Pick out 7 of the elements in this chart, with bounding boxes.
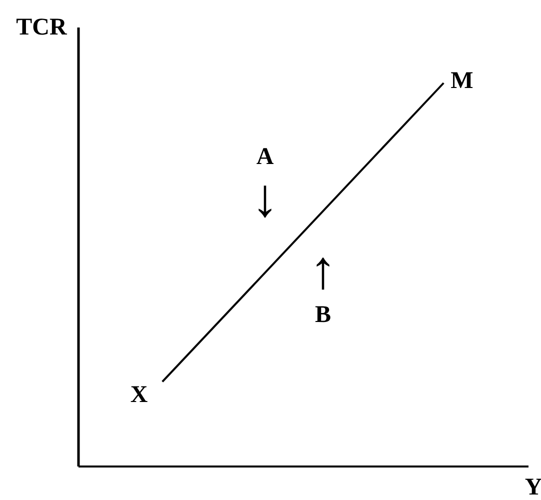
annotation: X [130, 382, 148, 408]
annotation: B [314, 302, 332, 328]
annotation: M [450, 68, 474, 94]
annotation: A [256, 144, 274, 170]
annotation: ↓ [252, 168, 278, 228]
annotation: ↑ [310, 240, 336, 300]
y-axis-title: TCR [16, 14, 68, 40]
